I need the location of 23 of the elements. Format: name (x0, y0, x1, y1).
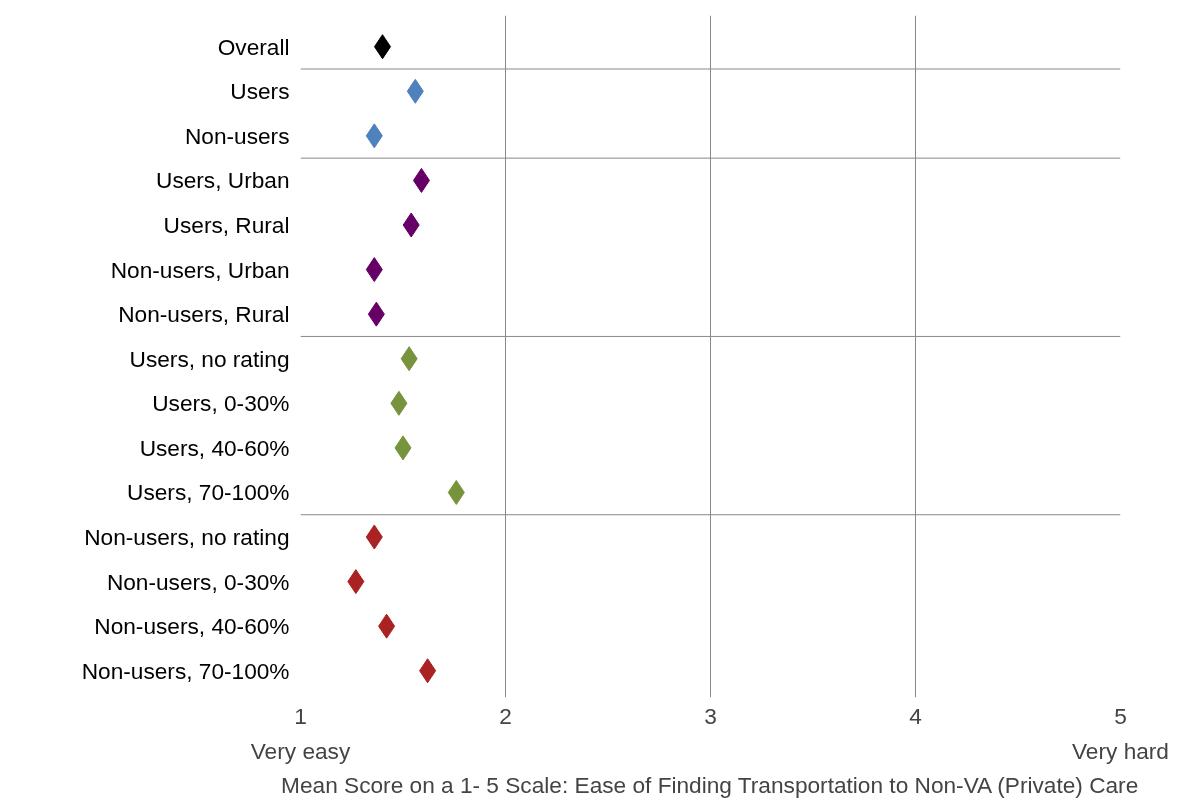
y-tick-label: Users, 70-100% (127, 479, 290, 506)
y-tick-label: Non-users, Rural (118, 301, 290, 328)
y-tick-label: Non-users, Urban (110, 256, 290, 283)
x-tick-label: 2 (499, 702, 512, 729)
text: Very hard (1072, 737, 1169, 764)
y-tick-label: Users, Urban (156, 167, 290, 194)
y-tick-label: Non-users, no rating (84, 524, 290, 551)
y-tick-label: Users (230, 78, 290, 105)
x-tick-label: 5 (1114, 702, 1127, 729)
x-tick-label: 4 (909, 702, 922, 729)
text: Very easy (250, 737, 351, 764)
x-tick-label: 1 (294, 702, 307, 729)
y-tick-label: Non-users (184, 122, 290, 149)
y-tick-label: Users, 0-30% (152, 390, 290, 417)
y-tick-label: Overall (217, 33, 290, 60)
y-tick-label: Users, no rating (129, 345, 290, 372)
x-axis-title: Mean Score on a 1- 5 Scale: Ease of Finding Transportation to Non-VA (Private) Care (281, 771, 1139, 798)
y-tick-label: Users, Rural (163, 212, 290, 238)
y-tick-label: Non-users, 40-60% (94, 613, 290, 640)
y-tick-label: Users, 40-60% (139, 434, 290, 461)
y-tick-label: Non-users, 0-30% (106, 568, 290, 595)
y-tick-label: Non-users, 70-100% (81, 657, 290, 684)
x-tick-label: 3 (704, 702, 717, 729)
